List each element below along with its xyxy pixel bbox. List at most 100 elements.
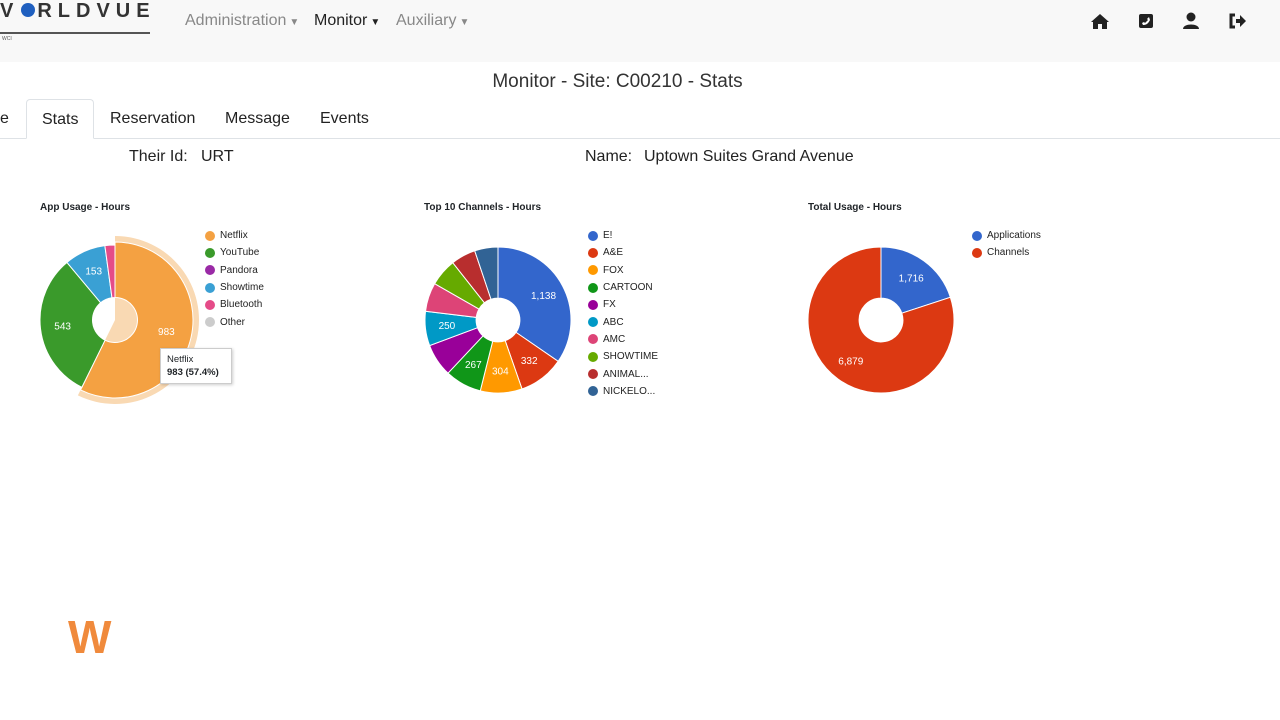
page-title: Monitor - Site: C00210 - Stats — [492, 71, 743, 92]
slice-label: 250 — [439, 321, 456, 332]
legend-dot — [972, 247, 982, 258]
legend-label: A&E — [603, 247, 624, 259]
legend-label: Channels — [987, 247, 1030, 259]
slice-label: 332 — [521, 356, 538, 367]
legend-item[interactable]: FOX — [588, 262, 658, 279]
legend-item[interactable]: ANIMAL... — [588, 365, 658, 382]
legend-label: FOX — [603, 264, 624, 276]
tab-stats[interactable]: Stats — [26, 99, 95, 139]
slice-label: 1,138 — [531, 291, 556, 302]
tab-events[interactable]: Events — [320, 110, 369, 127]
slice-label: 6,879 — [838, 357, 863, 368]
legend-label: YouTube — [220, 247, 260, 259]
chart-legend: Netflix YouTube Pandora Showtime Bluetooth Ot… — [205, 227, 264, 331]
legend-item[interactable]: Netflix — [205, 227, 264, 244]
slice-label: 267 — [465, 360, 482, 371]
legend-dot — [972, 230, 982, 241]
legend-label: NICKELO... — [603, 385, 656, 397]
logo-subtext: WCI — [2, 36, 12, 42]
legend-label: Bluetooth — [220, 299, 263, 311]
worldvue-logo[interactable]: V RLDVUE — [0, 0, 156, 22]
legend-label: ANIMAL... — [603, 368, 649, 380]
menu-administration[interactable]: Administration ▼ — [185, 12, 299, 30]
legend-dot — [205, 265, 215, 276]
their-id-value: URT — [201, 148, 234, 165]
legend-label: ABC — [603, 316, 624, 328]
pie-slice[interactable] — [880, 246, 952, 314]
user-icon[interactable] — [1181, 11, 1201, 31]
watermark-logo: W — [68, 611, 112, 663]
legend-dot — [205, 317, 215, 328]
pie-slice[interactable] — [497, 246, 572, 363]
legend-item[interactable]: CARTOON — [588, 279, 658, 296]
legend-dot — [205, 230, 215, 241]
pie-slice[interactable] — [807, 246, 955, 394]
legend-dot — [205, 247, 215, 258]
their-id-label: Their Id: — [129, 148, 188, 165]
phone-square-icon[interactable] — [1136, 11, 1156, 31]
donut-chart: 1,138 332 304 267 250 — [424, 246, 572, 394]
pie-slice[interactable] — [39, 261, 106, 388]
tab-partial[interactable]: e — [0, 110, 9, 127]
legend-dot — [588, 369, 598, 380]
legend-dot — [588, 230, 598, 241]
sign-out-icon[interactable] — [1227, 11, 1247, 31]
legend-dot — [588, 334, 598, 345]
legend-item[interactable]: ABC — [588, 313, 658, 330]
legend-label: Applications — [987, 230, 1041, 242]
legend-item[interactable]: SHOWTIME — [588, 348, 658, 365]
caret-down-icon: ▼ — [459, 17, 470, 28]
legend-label: AMC — [603, 333, 626, 345]
legend-label: Netflix — [220, 230, 248, 242]
chart-title: App Usage - Hours — [40, 202, 131, 213]
legend-item[interactable]: Applications — [972, 227, 1041, 244]
tab-reservation[interactable]: Reservation — [110, 110, 196, 127]
legend-dot — [205, 299, 215, 310]
legend-item[interactable]: Bluetooth — [205, 296, 264, 313]
menu-label: Monitor — [314, 12, 368, 29]
legend-item[interactable]: Showtime — [205, 279, 264, 296]
pie-slice[interactable] — [104, 244, 116, 299]
legend-label: Other — [220, 316, 246, 328]
top-navbar: V RLDVUE WCI Administration ▼ Monitor ▼ Aux… — [0, 0, 1280, 62]
name-value: Uptown Suites Grand Avenue — [644, 148, 854, 165]
menu-monitor[interactable]: Monitor ▼ — [314, 12, 380, 30]
logo-underline — [0, 32, 150, 34]
caret-down-icon: ▼ — [370, 17, 381, 28]
legend-item[interactable]: NICKELO... — [588, 383, 658, 400]
legend-label: FX — [603, 299, 616, 311]
home-icon[interactable] — [1090, 11, 1110, 31]
name-label: Name: — [585, 148, 633, 165]
legend-item[interactable]: YouTube — [205, 244, 264, 261]
legend-item[interactable]: FX — [588, 296, 658, 313]
legend-item[interactable]: AMC — [588, 331, 658, 348]
menu-label: Auxiliary — [396, 12, 457, 29]
legend-item[interactable]: Other — [205, 313, 264, 330]
legend-dot — [588, 351, 598, 362]
legend-dot — [588, 317, 598, 328]
slice-label: 153 — [85, 267, 102, 278]
legend-dot — [588, 299, 598, 310]
legend-label: Pandora — [220, 264, 258, 276]
chart-tooltip: Netflix 983 (57.4%) — [160, 348, 232, 384]
slice-label: 983 — [158, 327, 175, 338]
legend-item[interactable]: A&E — [588, 244, 658, 261]
chart-legend: Applications Channels — [972, 227, 1041, 262]
menu-auxiliary[interactable]: Auxiliary ▼ — [396, 12, 469, 30]
legend-label: CARTOON — [603, 282, 653, 294]
slice-label: 304 — [492, 366, 509, 377]
pie-slice[interactable] — [474, 246, 499, 300]
chart-title: Total Usage - Hours — [808, 202, 902, 213]
menu-label: Administration — [185, 12, 287, 29]
tab-message[interactable]: Message — [225, 110, 290, 127]
legend-dot — [588, 282, 598, 293]
legend-item[interactable]: E! — [588, 227, 658, 244]
legend-dot — [205, 282, 215, 293]
donut-chart: 1,716 6,879 — [807, 246, 955, 394]
legend-label: SHOWTIME — [603, 351, 658, 363]
legend-item[interactable]: Pandora — [205, 262, 264, 279]
chart-legend: E! A&E FOX CARTOON FX ABC AMC SHOWTIME ANIMAL...… — [588, 227, 658, 400]
legend-item[interactable]: Channels — [972, 244, 1041, 261]
legend-label: E! — [603, 230, 613, 242]
legend-dot — [588, 247, 598, 258]
